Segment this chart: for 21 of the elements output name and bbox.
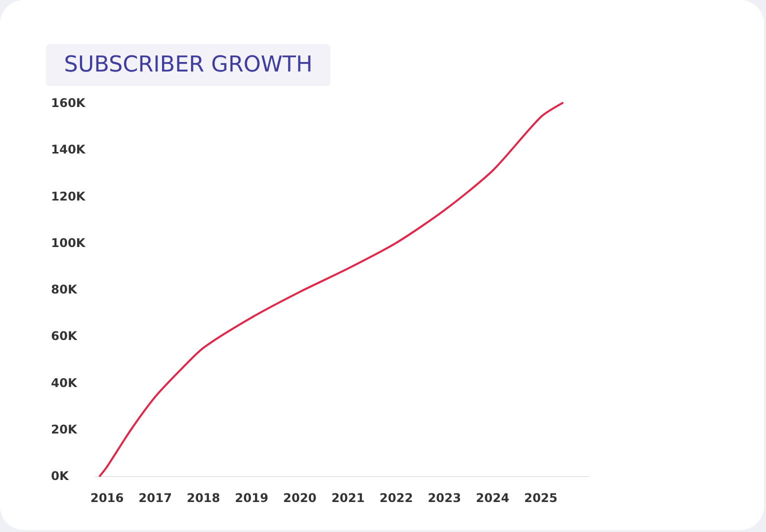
y-tick-label: 140K bbox=[51, 142, 86, 157]
x-tick-label: 2019 bbox=[234, 491, 268, 505]
x-tick-label: 2016 bbox=[90, 491, 124, 505]
x-tick-label: 2022 bbox=[380, 491, 413, 505]
y-tick-label: 160K bbox=[51, 96, 86, 110]
x-tick-label: 2021 bbox=[331, 491, 365, 505]
x-tick-label: 2020 bbox=[283, 491, 317, 505]
x-tick-label: 2025 bbox=[524, 491, 558, 505]
x-tick-label: 2017 bbox=[138, 491, 172, 505]
x-tick-label: 2024 bbox=[476, 491, 510, 505]
x-tick-label: 2023 bbox=[428, 491, 462, 505]
y-tick-label: 20K bbox=[51, 422, 78, 436]
y-tick-label: 40K bbox=[51, 376, 78, 390]
x-tick-label: 2018 bbox=[186, 491, 220, 505]
y-tick-label: 100K bbox=[51, 236, 86, 250]
y-tick-label: 60K bbox=[51, 329, 78, 344]
y-tick-label: 0K bbox=[51, 469, 70, 483]
chart-title: SUBSCRIBER GROWTH bbox=[64, 52, 313, 78]
y-tick-label: 80K bbox=[51, 282, 78, 296]
y-tick-label: 120K bbox=[51, 189, 86, 204]
line-series bbox=[98, 102, 564, 477]
